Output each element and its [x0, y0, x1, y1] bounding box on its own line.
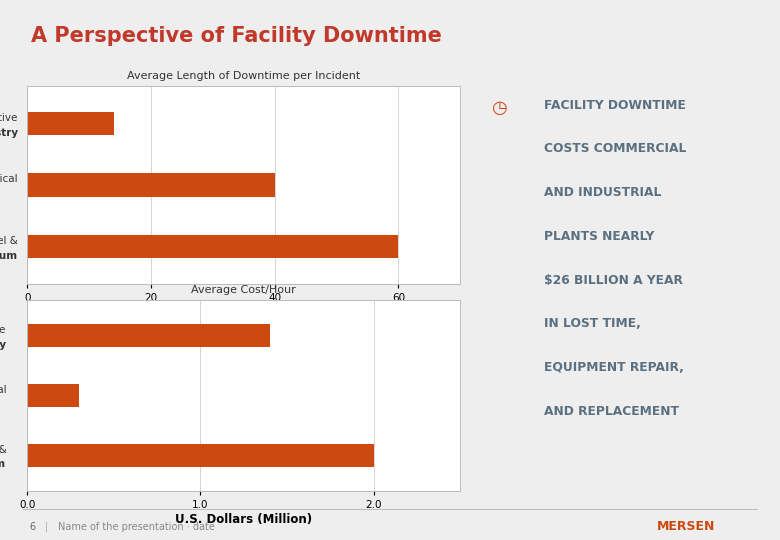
- Bar: [27, 235, 399, 258]
- Text: Steel &: Steel &: [0, 236, 18, 246]
- Text: AND REPLACEMENT: AND REPLACEMENT: [544, 405, 679, 418]
- Text: IN LOST TIME,: IN LOST TIME,: [544, 318, 641, 330]
- Text: Name of the presentation · date: Name of the presentation · date: [58, 522, 215, 532]
- Bar: [27, 324, 270, 347]
- Bar: [27, 112, 114, 135]
- Text: |: |: [45, 522, 48, 532]
- Text: Industry: Industry: [0, 127, 18, 138]
- Text: COSTS COMMERCIAL: COSTS COMMERCIAL: [544, 142, 686, 156]
- Text: Industry: Industry: [0, 340, 6, 349]
- Text: $26 BILLION A YEAR: $26 BILLION A YEAR: [544, 273, 683, 287]
- Text: MERSEN: MERSEN: [658, 520, 715, 533]
- Bar: [27, 384, 80, 407]
- Text: Aluminum: Aluminum: [0, 460, 6, 469]
- Text: Chemical: Chemical: [0, 385, 6, 395]
- Text: ◷: ◷: [491, 99, 507, 117]
- Text: PLANTS NEARLY: PLANTS NEARLY: [544, 230, 654, 243]
- Bar: [27, 173, 275, 197]
- X-axis label: Time (Minutes): Time (Minutes): [193, 305, 294, 318]
- Text: Automotive: Automotive: [0, 325, 6, 335]
- Text: 6: 6: [30, 522, 36, 532]
- Text: FACILITY DOWNTIME: FACILITY DOWNTIME: [544, 99, 686, 112]
- Text: Steel &: Steel &: [0, 445, 6, 455]
- Text: AND INDUSTRIAL: AND INDUSTRIAL: [544, 186, 661, 199]
- Text: Aluminum: Aluminum: [0, 251, 18, 261]
- X-axis label: U.S. Dollars (Million): U.S. Dollars (Million): [176, 513, 312, 526]
- Text: Chemical: Chemical: [0, 174, 18, 184]
- Title: Average Cost/Hour: Average Cost/Hour: [191, 285, 296, 295]
- Bar: [27, 444, 374, 467]
- Text: EQUIPMENT REPAIR,: EQUIPMENT REPAIR,: [544, 361, 684, 374]
- Text: A Perspective of Facility Downtime: A Perspective of Facility Downtime: [31, 25, 442, 46]
- Title: Average Length of Downtime per Incident: Average Length of Downtime per Incident: [127, 71, 360, 82]
- Text: Automotive: Automotive: [0, 113, 18, 123]
